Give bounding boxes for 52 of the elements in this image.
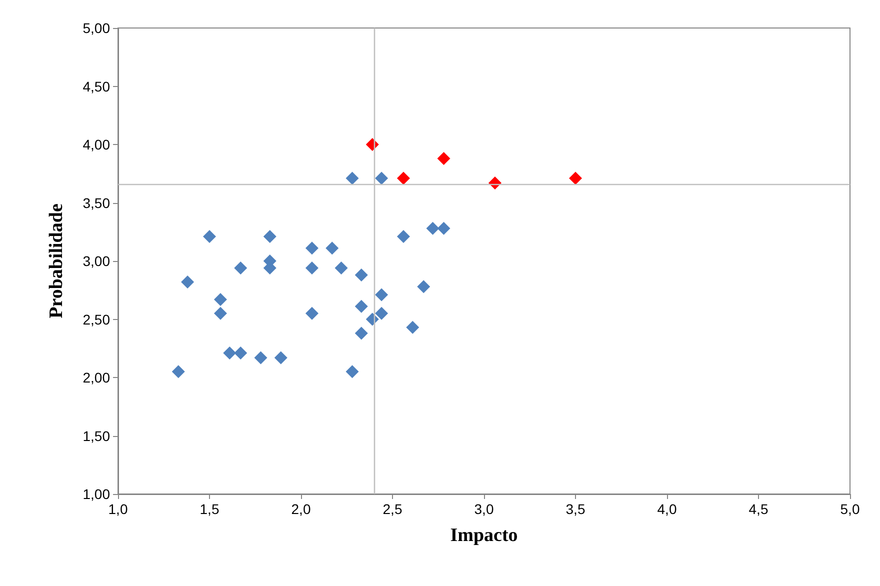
point [437,222,450,235]
x-tick-label: 5,0 [840,501,860,517]
point [375,288,388,302]
y-tick-label: 2,00 [82,370,110,386]
point [346,172,359,185]
point [437,152,450,165]
x-axis-title: Impacto [450,525,518,546]
point [203,230,216,244]
point [305,306,318,320]
point [305,242,318,255]
point [214,292,227,306]
x-tick-label: 1,5 [200,501,220,517]
point [375,172,388,185]
y-tick-label: 1,00 [82,486,110,502]
y-tick-label: 2,50 [82,311,110,328]
x-tick-label: 4,5 [748,501,768,517]
y-axis-title: Probabilidade [46,204,67,318]
point [334,261,348,274]
y-tick-label: 3,00 [82,253,110,269]
point [181,275,194,288]
point [346,365,359,378]
y-tick-label: 3,50 [82,194,110,211]
y-tick-label: 5,00 [82,20,110,36]
point [354,326,368,340]
point [305,261,318,274]
point [396,230,410,244]
point [172,365,185,378]
point [375,306,388,320]
point [417,280,430,294]
point [354,300,368,313]
point [406,320,420,334]
x-tick-label: 1,0 [108,501,128,517]
point [254,351,268,364]
y-tick-label: 4,00 [82,136,110,152]
point [223,346,236,360]
x-tick-label: 4,0 [657,501,677,517]
x-tick-label: 2,0 [291,501,311,517]
point [326,242,339,255]
x-tick-label: 3,0 [474,501,494,517]
point [274,351,288,364]
x-tick-label: 2,5 [382,501,402,517]
y-tick-label: 1,50 [82,428,110,444]
point [234,346,248,360]
point [263,230,276,244]
y-tick-label: 4,50 [82,78,110,94]
point [214,306,227,320]
point [354,268,368,282]
point [396,172,410,185]
point [426,222,440,235]
x-tick-label: 3,5 [566,501,586,517]
point [234,261,248,274]
point [569,172,582,185]
